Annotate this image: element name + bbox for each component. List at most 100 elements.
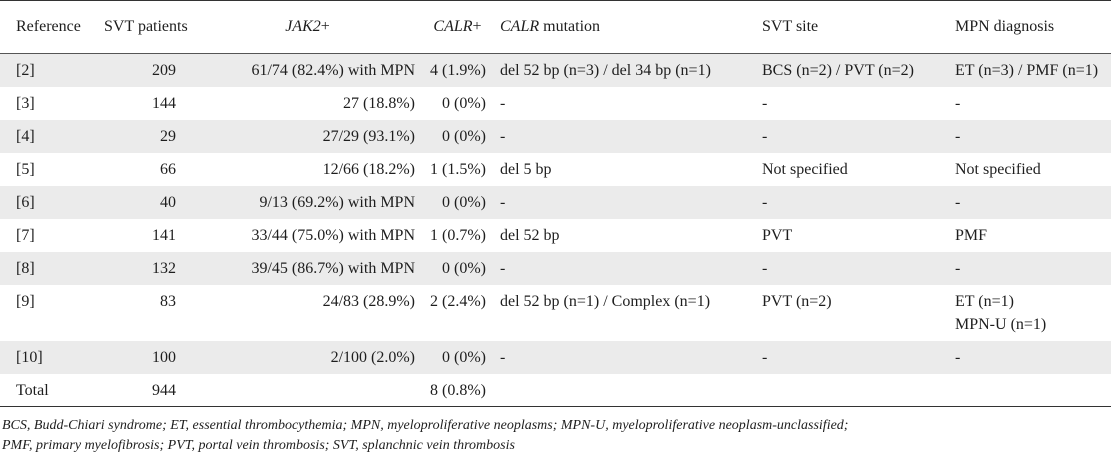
cell-mpn-diagnosis: - bbox=[951, 185, 1111, 219]
header-mpn-diagnosis: MPN diagnosis bbox=[951, 0, 1111, 54]
header-calr-mutation-suffix: mutation bbox=[539, 18, 601, 35]
table-row: [6] 40 9/13 (69.2%) with MPN 0 (0%) - - … bbox=[0, 185, 1111, 219]
table-row: [5] 66 12/66 (18.2%) 1 (1.5%) del 5 bp N… bbox=[0, 153, 1111, 186]
cell-calr-mutation bbox=[496, 374, 758, 407]
cell-calr: 8 (0.8%) bbox=[430, 381, 486, 399]
cell-calr-mutation: - bbox=[496, 119, 758, 153]
cell-calr: 0 (0%) bbox=[442, 94, 486, 112]
cell-calr-mutation: del 5 bp bbox=[500, 160, 552, 178]
cell-jak2: 27 (18.8%) bbox=[343, 94, 415, 112]
table-row: [3] 144 27 (18.8%) 0 (0%) - - - bbox=[0, 87, 1111, 120]
header-calr-mutation: CALR mutation bbox=[496, 0, 758, 54]
mpn-diagnosis-line-2: MPN-U (n=1) bbox=[955, 315, 1047, 333]
header-calr-suffix: + bbox=[472, 18, 482, 35]
cell-calr: 4 (1.9%) bbox=[419, 53, 496, 87]
cell-mpn-diagnosis: - bbox=[951, 340, 1111, 374]
cell-calr-mutation: del 52 bp bbox=[500, 226, 560, 244]
cell-calr-mutation: del 52 bp (n=3) / del 34 bp (n=1) bbox=[496, 53, 758, 87]
cell-svt-site: - bbox=[762, 94, 768, 112]
cell-svt-site: PVT (n=2) bbox=[762, 292, 832, 310]
cell-svt-patients: 209 bbox=[104, 53, 196, 87]
cell-mpn-diagnosis: - bbox=[955, 94, 961, 112]
table-footnote: BCS, Budd-Chiari syndrome; ET, essential… bbox=[2, 416, 1102, 456]
cell-reference: [8] bbox=[0, 251, 104, 285]
header-calr-gene: CALR bbox=[433, 18, 473, 35]
header-calr: CALR+ bbox=[419, 0, 496, 54]
cell-svt-site: PVT bbox=[762, 226, 793, 244]
mpn-diagnosis-line-1: ET (n=1) bbox=[955, 292, 1014, 310]
cell-reference: [2] bbox=[0, 53, 104, 87]
cell-jak2: 33/44 (75.0%) with MPN bbox=[251, 226, 415, 244]
table-row: [4] 29 27/29 (93.1%) 0 (0%) - - - bbox=[0, 119, 1111, 153]
cell-reference: [5] bbox=[16, 160, 35, 178]
cell-svt-site: BCS (n=2) / PVT (n=2) bbox=[758, 53, 951, 87]
cell-svt-patients: 132 bbox=[104, 251, 196, 285]
cell-jak2 bbox=[196, 374, 419, 407]
cell-calr-mutation: - bbox=[496, 251, 758, 285]
cell-svt-patients: 83 bbox=[160, 292, 176, 310]
cell-jak2: 9/13 (69.2%) with MPN bbox=[196, 185, 419, 219]
footnote-line-1: BCS, Budd-Chiari syndrome; ET, essential… bbox=[2, 418, 849, 433]
header-row: Reference SVT patients JAK2+ CALR+ CALR … bbox=[0, 0, 1111, 54]
cell-svt-site: - bbox=[758, 119, 951, 153]
cell-calr: 2 (2.4%) bbox=[430, 292, 486, 310]
cell-calr-mutation: - bbox=[496, 185, 758, 219]
cell-jak2: 2/100 (2.0%) bbox=[196, 340, 419, 374]
header-jak2-suffix: + bbox=[320, 18, 330, 35]
cell-mpn-diagnosis: ET (n=3) / PMF (n=1) bbox=[951, 53, 1111, 87]
cell-calr: 0 (0%) bbox=[419, 185, 496, 219]
table-header: Reference SVT patients JAK2+ CALR+ CALR … bbox=[0, 0, 1111, 54]
cell-calr: 1 (0.7%) bbox=[430, 226, 486, 244]
header-calr-mutation-gene: CALR bbox=[500, 18, 540, 35]
cell-svt-site bbox=[758, 374, 951, 407]
cell-calr: 0 (0%) bbox=[419, 340, 496, 374]
cell-calr-mutation: - bbox=[496, 340, 758, 374]
cell-mpn-diagnosis bbox=[951, 374, 1111, 407]
cell-mpn-diagnosis: Not specified bbox=[955, 160, 1041, 178]
cell-calr: 1 (1.5%) bbox=[430, 160, 486, 178]
header-jak2: JAK2+ bbox=[196, 0, 419, 54]
cell-svt-patients: 141 bbox=[152, 226, 176, 244]
cell-svt-site: - bbox=[758, 185, 951, 219]
header-jak2-gene: JAK2 bbox=[285, 18, 321, 35]
header-svt-patients: SVT patients bbox=[104, 0, 196, 54]
table-row: [8] 132 39/45 (86.7%) with MPN 0 (0%) - … bbox=[0, 251, 1111, 285]
cell-jak2: 12/66 (18.2%) bbox=[322, 160, 415, 178]
cell-reference: [7] bbox=[16, 226, 35, 244]
cell-calr-mutation: - bbox=[500, 94, 506, 112]
table-row: [9] 83 24/83 (28.9%) 2 (2.4%) del 52 bp … bbox=[0, 285, 1111, 341]
table-row: [2] 209 61/74 (82.4%) with MPN 4 (1.9%) … bbox=[0, 53, 1111, 87]
cell-calr: 0 (0%) bbox=[419, 251, 496, 285]
cell-svt-site: - bbox=[758, 340, 951, 374]
cell-calr-mutation: del 52 bp (n=1) / Complex (n=1) bbox=[500, 292, 711, 310]
cell-mpn-diagnosis: - bbox=[951, 251, 1111, 285]
table-row-total: Total 944 8 (0.8%) bbox=[0, 374, 1111, 407]
header-svt-site: SVT site bbox=[758, 0, 951, 54]
header-reference: Reference bbox=[0, 0, 104, 54]
cell-svt-patients: 66 bbox=[160, 160, 176, 178]
cell-svt-site: - bbox=[758, 251, 951, 285]
cell-reference: [10] bbox=[0, 340, 104, 374]
cell-reference: Total bbox=[16, 381, 49, 399]
cell-jak2: 39/45 (86.7%) with MPN bbox=[196, 251, 419, 285]
footnote-line-2: PMF, primary myelofibrosis; PVT, portal … bbox=[2, 438, 515, 453]
cell-svt-patients: 100 bbox=[104, 340, 196, 374]
cell-mpn-diagnosis: ET (n=1) MPN-U (n=1) bbox=[951, 285, 1111, 341]
table-body: [2] 209 61/74 (82.4%) with MPN 4 (1.9%) … bbox=[0, 53, 1111, 407]
cell-mpn-diagnosis: - bbox=[951, 119, 1111, 153]
svt-calr-table: Reference SVT patients JAK2+ CALR+ CALR … bbox=[0, 0, 1111, 407]
cell-reference: [3] bbox=[16, 94, 35, 112]
cell-calr: 0 (0%) bbox=[419, 119, 496, 153]
cell-svt-patients: 944 bbox=[152, 381, 176, 399]
cell-jak2: 27/29 (93.1%) bbox=[196, 119, 419, 153]
cell-reference: [6] bbox=[0, 185, 104, 219]
table-row: [10] 100 2/100 (2.0%) 0 (0%) - - - bbox=[0, 340, 1111, 374]
cell-reference: [9] bbox=[16, 292, 35, 310]
cell-svt-site: Not specified bbox=[762, 160, 848, 178]
cell-reference: [4] bbox=[0, 119, 104, 153]
table-row: [7] 141 33/44 (75.0%) with MPN 1 (0.7%) … bbox=[0, 219, 1111, 252]
cell-jak2: 61/74 (82.4%) with MPN bbox=[196, 53, 419, 87]
header-svt-patients-text: SVT patients bbox=[104, 18, 188, 35]
cell-svt-patients: 144 bbox=[152, 94, 176, 112]
